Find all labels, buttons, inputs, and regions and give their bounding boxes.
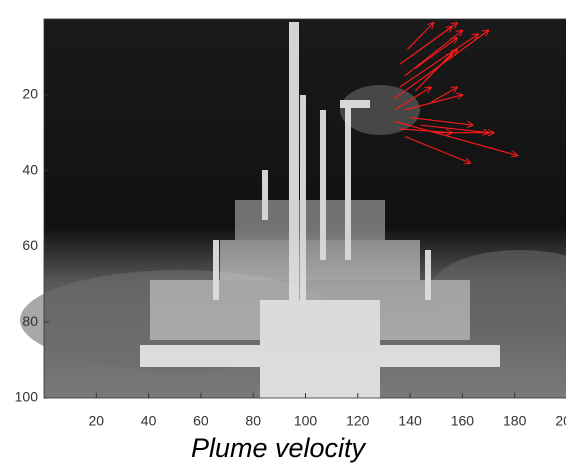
velocity-arrow xyxy=(409,23,457,58)
x-tick-label: 20 xyxy=(89,413,105,429)
velocity-arrow xyxy=(430,87,457,103)
y-tick-label: 100 xyxy=(15,389,39,405)
y-tick-label: 60 xyxy=(22,237,38,253)
velocity-arrow xyxy=(404,135,470,163)
velocity-arrow xyxy=(399,128,452,133)
velocity-arrow xyxy=(394,120,517,155)
y-tick-label: 80 xyxy=(22,313,38,329)
velocity-arrow xyxy=(404,95,463,111)
x-tick-label: 180 xyxy=(503,413,527,429)
thermal-image xyxy=(20,19,566,398)
x-tick-label: 200 xyxy=(555,413,566,429)
velocity-arrow xyxy=(420,124,489,133)
velocity-arrow xyxy=(425,49,457,81)
velocity-arrow xyxy=(407,23,433,50)
x-tick-label: 60 xyxy=(193,413,209,429)
x-tick-label: 140 xyxy=(398,413,422,429)
x-tick-label: 40 xyxy=(141,413,157,429)
chart-title: Plume velocity xyxy=(191,433,367,463)
velocity-arrow xyxy=(410,116,473,126)
x-tick-label: 120 xyxy=(346,413,370,429)
x-tick-label: 160 xyxy=(451,413,475,429)
y-tick-label: 40 xyxy=(22,161,38,177)
velocity-arrow xyxy=(394,87,431,111)
x-tick-label: 100 xyxy=(294,413,318,429)
x-tick-label: 80 xyxy=(245,413,261,429)
y-tick-label: 20 xyxy=(22,86,38,102)
velocity-arrow xyxy=(415,38,457,69)
velocity-arrow xyxy=(399,34,478,88)
